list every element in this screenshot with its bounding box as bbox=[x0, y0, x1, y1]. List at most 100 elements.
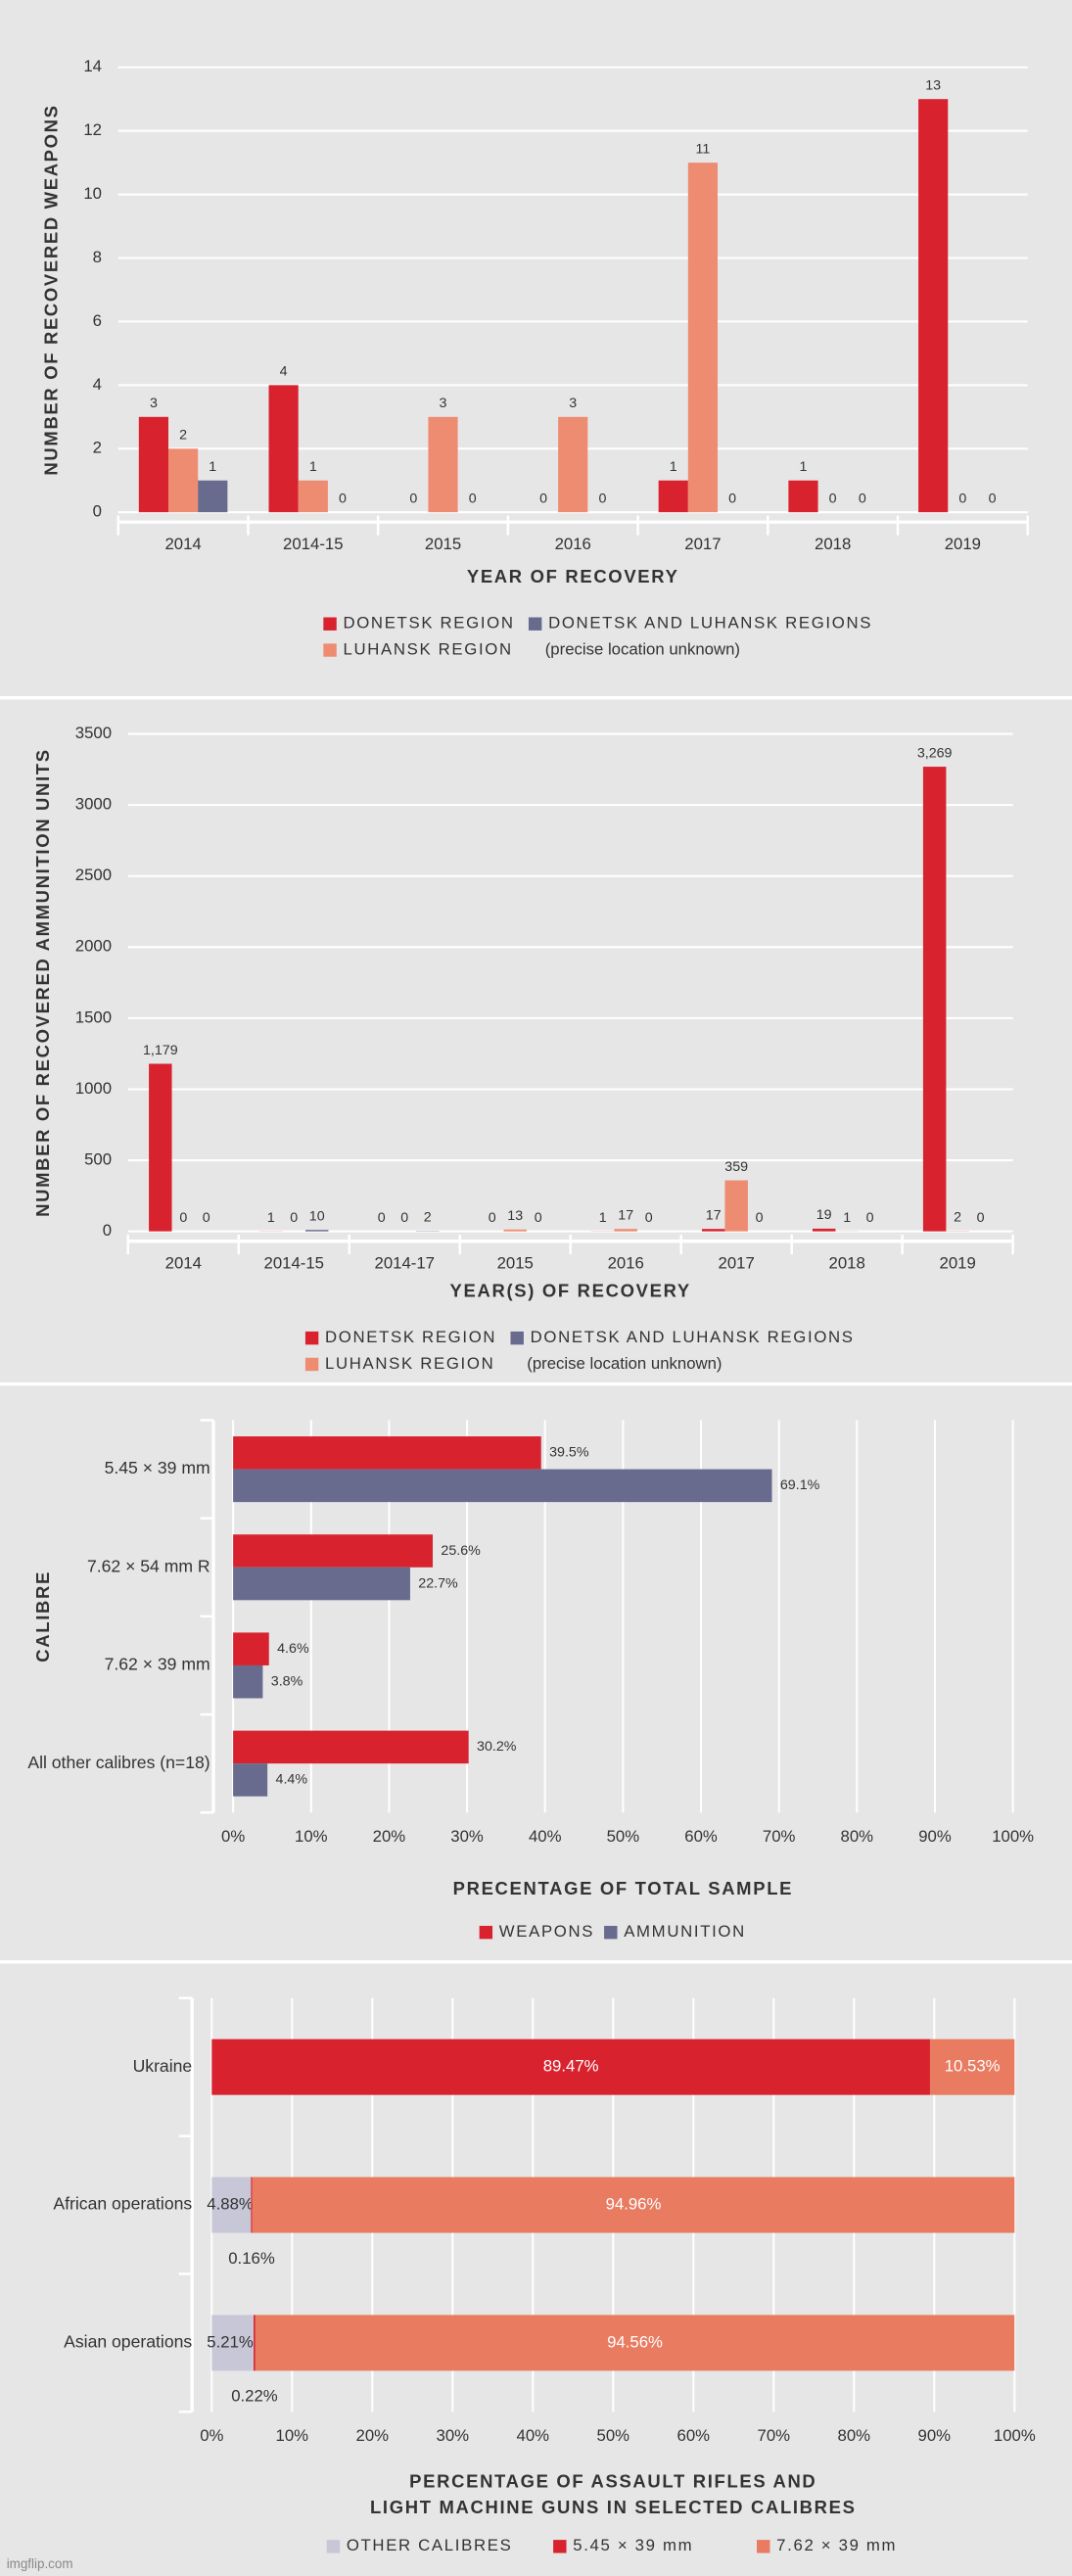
legend-swatch bbox=[604, 1925, 618, 1940]
value-label: 17 bbox=[706, 1208, 722, 1224]
bar-segment bbox=[211, 2315, 255, 2371]
value-label: 94.56% bbox=[607, 2332, 663, 2351]
x-axis-label: LIGHT MACHINE GUNS IN SELECTED CALIBRES bbox=[370, 2497, 857, 2517]
bar bbox=[701, 1229, 725, 1232]
value-label: 4 bbox=[280, 364, 288, 380]
x-axis-label: YEAR OF RECOVERY bbox=[467, 566, 679, 586]
value-label: 0.16% bbox=[228, 2249, 275, 2268]
y-tick-label: 2000 bbox=[75, 937, 112, 956]
value-label: 0 bbox=[469, 492, 477, 507]
value-label: 39.5% bbox=[549, 1445, 589, 1461]
value-label: 0 bbox=[756, 1210, 764, 1226]
x-tick-label: 2017 bbox=[684, 535, 721, 553]
value-label: 11 bbox=[696, 141, 711, 157]
value-label: 10.53% bbox=[945, 2057, 1001, 2076]
y-tick-label: 2500 bbox=[75, 866, 112, 884]
legend-swatch bbox=[528, 617, 542, 631]
y-tick-label: 3500 bbox=[75, 724, 112, 742]
value-label: 1 bbox=[309, 459, 317, 475]
y-tick-label: 10 bbox=[83, 184, 102, 203]
value-label: 0 bbox=[179, 1210, 187, 1226]
bar bbox=[658, 480, 688, 513]
bar-segment bbox=[252, 2177, 1015, 2233]
value-label: 1,179 bbox=[143, 1043, 178, 1058]
value-label: 25.6% bbox=[441, 1543, 481, 1559]
y-tick-label: African operations bbox=[53, 2194, 192, 2214]
x-tick-label: 2015 bbox=[425, 535, 461, 553]
value-label: 89.47% bbox=[543, 2057, 599, 2076]
value-label: 359 bbox=[724, 1159, 748, 1175]
bar bbox=[428, 416, 458, 513]
bar bbox=[233, 1763, 268, 1797]
legend-label: DONETSK AND LUHANSK REGIONS bbox=[531, 1328, 855, 1346]
x-tick-label: 0% bbox=[221, 1827, 245, 1846]
bar-segment bbox=[211, 2177, 252, 2233]
value-label: 0 bbox=[409, 492, 417, 507]
x-tick-label: 40% bbox=[529, 1827, 562, 1846]
value-label: 0 bbox=[859, 492, 866, 507]
bar bbox=[812, 1228, 836, 1232]
value-label: 0 bbox=[866, 1210, 874, 1226]
y-tick-label: 12 bbox=[83, 120, 102, 139]
y-tick-label: 4 bbox=[93, 375, 102, 394]
y-tick-label: 0 bbox=[93, 502, 102, 521]
y-tick-label: Asian operations bbox=[64, 2332, 192, 2352]
value-label: 13 bbox=[507, 1208, 523, 1224]
value-label: 1 bbox=[267, 1210, 275, 1226]
x-tick-label: 90% bbox=[918, 1827, 952, 1846]
bar-segment bbox=[255, 2315, 1015, 2371]
value-label: 4.4% bbox=[276, 1772, 308, 1788]
value-label: 0 bbox=[977, 1210, 985, 1226]
value-label: 0 bbox=[489, 1210, 496, 1226]
x-axis-label: YEAR(S) OF RECOVERY bbox=[450, 1281, 691, 1301]
value-label: 2 bbox=[179, 428, 187, 444]
bar bbox=[233, 1664, 263, 1699]
bar-segment bbox=[211, 2038, 930, 2095]
bar bbox=[268, 385, 299, 513]
legend-label: DONETSK AND LUHANSK REGIONS bbox=[548, 614, 872, 632]
y-tick-label: Ukraine bbox=[133, 2056, 193, 2076]
x-tick-label: 2019 bbox=[940, 1254, 976, 1273]
x-tick-label: 2015 bbox=[497, 1254, 534, 1273]
x-tick-label: 10% bbox=[276, 2426, 309, 2445]
value-label: 3,269 bbox=[917, 745, 953, 761]
value-label: 3 bbox=[569, 396, 577, 411]
value-label: 2 bbox=[954, 1210, 961, 1226]
value-label: 19 bbox=[816, 1207, 832, 1223]
bar bbox=[233, 1632, 269, 1665]
value-label: 2 bbox=[424, 1210, 432, 1226]
y-axis-label: NUMBER OF RECOVERED AMMUNITION UNITS bbox=[32, 748, 53, 1217]
legend-swatch bbox=[757, 2540, 770, 2553]
bar bbox=[198, 480, 228, 513]
value-label: 3 bbox=[150, 396, 158, 411]
legend-note: (precise location unknown) bbox=[545, 639, 740, 658]
bar bbox=[788, 480, 818, 513]
legend-label: OTHER CALIBRES bbox=[347, 2536, 513, 2554]
bar bbox=[138, 416, 169, 513]
x-tick-label: 2018 bbox=[829, 1254, 865, 1273]
x-tick-label: 2014 bbox=[164, 535, 201, 553]
x-tick-label: 60% bbox=[684, 1827, 718, 1846]
y-tick-label: 8 bbox=[93, 248, 102, 266]
value-label: 0 bbox=[400, 1210, 408, 1226]
value-label: 0.22% bbox=[231, 2387, 278, 2406]
value-label: 10 bbox=[309, 1209, 325, 1225]
y-tick-label: 5.45 × 39 mm bbox=[105, 1458, 210, 1477]
x-tick-label: 100% bbox=[992, 1827, 1034, 1846]
x-tick-label: 2017 bbox=[719, 1254, 755, 1273]
value-label: 0 bbox=[378, 1210, 386, 1226]
y-tick-label: 1000 bbox=[75, 1079, 112, 1098]
value-label: 0 bbox=[539, 492, 547, 507]
x-tick-label: 2019 bbox=[945, 535, 981, 553]
value-label: 0 bbox=[645, 1210, 653, 1226]
bar-segment bbox=[929, 2038, 1015, 2095]
value-label: 13 bbox=[925, 78, 941, 94]
value-label: 0 bbox=[728, 492, 736, 507]
value-label: 1 bbox=[209, 459, 216, 475]
bar bbox=[918, 99, 949, 513]
x-tick-label: 80% bbox=[838, 2426, 871, 2445]
y-tick-label: 2 bbox=[93, 439, 102, 457]
x-tick-label: 100% bbox=[994, 2426, 1036, 2445]
y-tick-label: 0 bbox=[103, 1221, 112, 1240]
